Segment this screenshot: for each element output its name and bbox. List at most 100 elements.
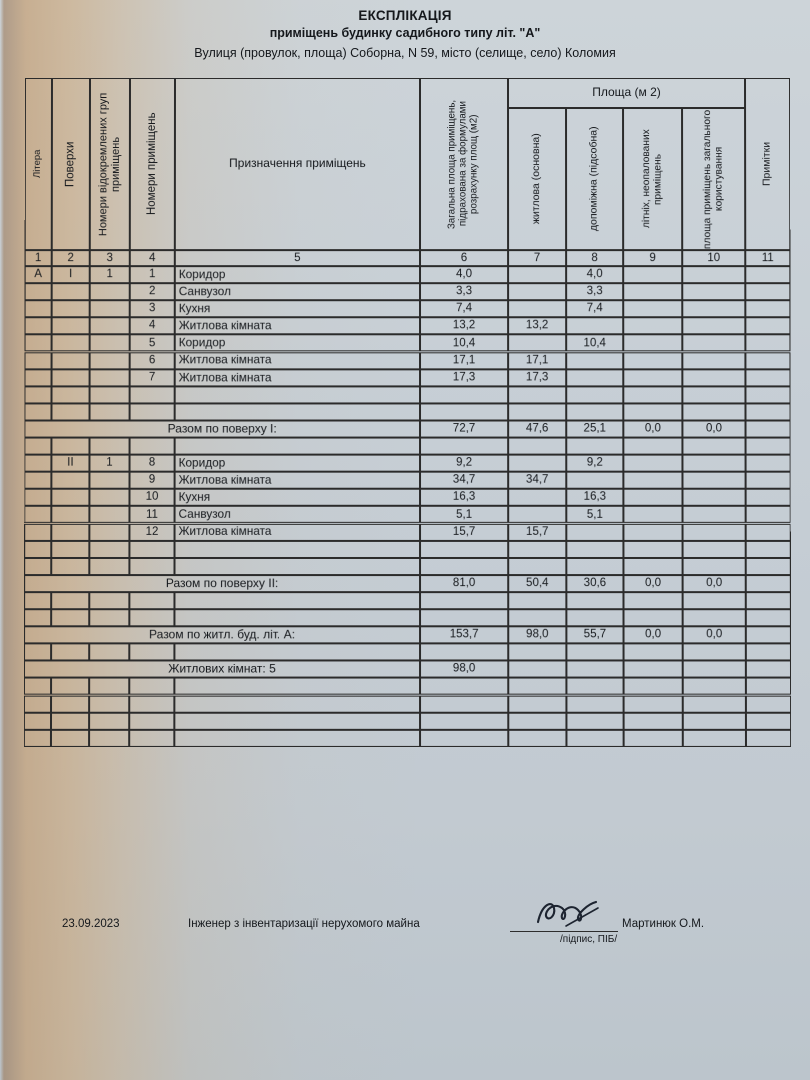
table-cell	[420, 403, 509, 421]
table-cell	[420, 454, 509, 472]
table-cell	[508, 437, 567, 455]
total-cell-aux	[566, 660, 624, 678]
table-cell	[174, 695, 421, 713]
table-cell	[420, 489, 509, 507]
table-cell	[51, 557, 90, 575]
table-cell	[24, 540, 52, 558]
table-cell	[89, 300, 130, 318]
table-cell	[682, 557, 746, 575]
table-cell	[566, 557, 624, 575]
table-cell	[129, 609, 175, 627]
table-cell	[129, 351, 175, 369]
table-cell	[682, 334, 746, 352]
table-cell	[51, 386, 90, 404]
table-cell	[623, 609, 683, 627]
table-cell	[682, 540, 746, 558]
table-cell	[129, 729, 175, 747]
table-cell	[745, 523, 791, 541]
table-cell	[623, 695, 683, 713]
table-cell	[745, 283, 791, 301]
table-cell	[623, 523, 683, 541]
table-cell	[682, 403, 746, 421]
table-cell	[129, 403, 175, 421]
table-cell	[566, 300, 624, 318]
table-cell	[508, 317, 567, 335]
table-cell	[174, 489, 421, 507]
table-cell	[566, 729, 624, 747]
table-cell	[566, 523, 624, 541]
table-cell	[51, 266, 90, 284]
table-cell	[51, 454, 90, 472]
column-number-cell-1	[24, 250, 52, 267]
table-cell	[420, 540, 509, 558]
table-cell	[420, 283, 509, 301]
document-subtitle: приміщень будинку садибного типу літ. "А…	[269, 26, 541, 40]
table-cell	[174, 266, 421, 284]
table-cell	[623, 471, 683, 490]
table-cell	[89, 403, 130, 421]
table-cell	[51, 471, 90, 490]
table-cell	[89, 283, 130, 301]
table-cell	[24, 403, 52, 421]
table-cell	[129, 677, 175, 696]
table-cell	[682, 368, 746, 387]
table-cell	[623, 489, 683, 507]
table-cell	[51, 334, 90, 352]
total-cell-total	[420, 574, 509, 593]
total-cell-common	[682, 574, 746, 593]
table-cell	[623, 351, 683, 369]
table-cell	[682, 300, 746, 318]
table-cell	[508, 266, 567, 284]
table-cell	[89, 557, 130, 575]
table-row-total-label	[23, 660, 421, 678]
table-cell	[508, 592, 567, 610]
table-cell	[129, 334, 175, 352]
table-cell	[89, 712, 130, 730]
header-cell-col2	[51, 78, 90, 251]
table-cell	[51, 317, 90, 335]
table-cell	[623, 437, 683, 455]
table-cell	[508, 609, 567, 627]
footer-date: 23.09.2023	[62, 918, 120, 930]
table-cell	[623, 540, 683, 558]
table-cell	[623, 643, 683, 661]
table-cell	[174, 523, 421, 541]
table-cell	[566, 712, 624, 730]
table-cell	[745, 506, 791, 524]
column-number-cell-8	[566, 250, 624, 267]
header-cell-col10	[682, 108, 746, 251]
table-cell	[89, 540, 130, 558]
table-cell	[508, 712, 567, 730]
table-cell	[51, 677, 90, 696]
table-cell	[174, 437, 421, 455]
table-cell	[566, 334, 624, 352]
table-cell	[51, 283, 90, 301]
table-cell	[623, 283, 683, 301]
table-cell	[24, 317, 52, 335]
table-cell	[745, 368, 791, 387]
table-cell	[24, 523, 52, 541]
table-cell	[89, 523, 130, 541]
table-cell	[682, 351, 746, 369]
table-cell	[508, 386, 567, 404]
table-cell	[566, 454, 624, 472]
table-cell	[50, 712, 90, 730]
table-cell	[508, 351, 567, 369]
table-cell	[420, 592, 509, 610]
total-cell-summer	[623, 660, 683, 678]
table-cell	[24, 266, 52, 284]
table-cell	[420, 334, 509, 352]
table-cell	[24, 471, 52, 490]
table-cell	[420, 695, 509, 713]
table-cell	[623, 368, 683, 387]
table-cell	[420, 557, 509, 575]
table-cell	[51, 403, 90, 421]
table-cell	[745, 386, 791, 404]
table-cell	[24, 592, 52, 610]
total-cell-aux	[566, 420, 624, 438]
table-cell	[89, 695, 130, 713]
table-cell	[89, 386, 130, 404]
footer-role-label: Інженер з інвентаризації нерухомого майн…	[188, 918, 420, 930]
table-cell	[623, 677, 683, 696]
table-cell	[420, 643, 509, 661]
